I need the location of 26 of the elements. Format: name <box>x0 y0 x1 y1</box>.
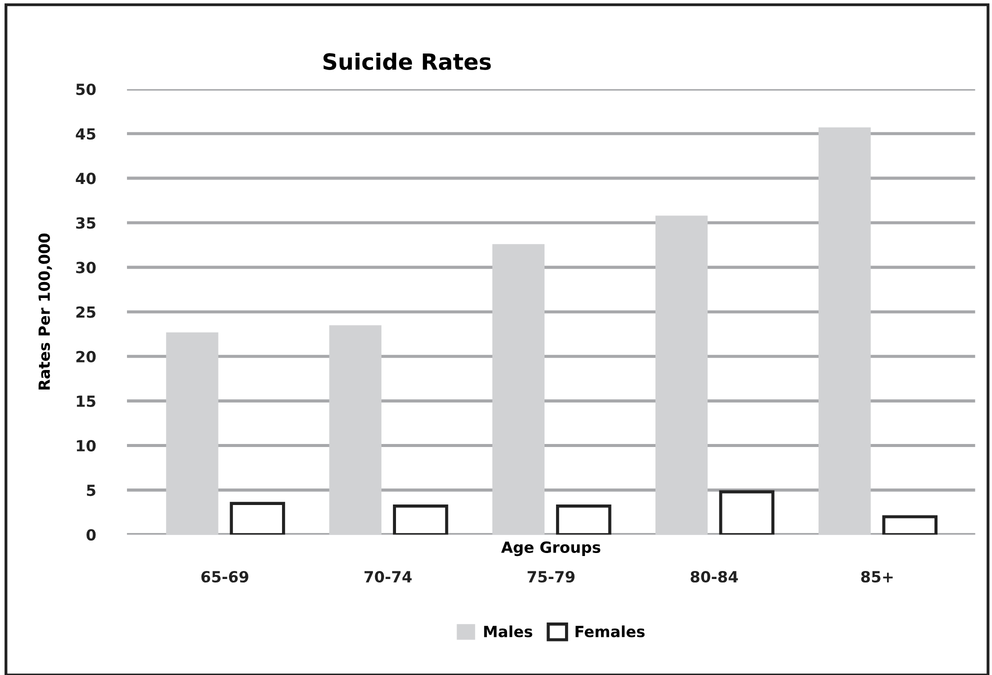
y-axis-title: Rates Per 100,000 <box>38 234 52 390</box>
y-tick-label: 50 <box>76 84 96 96</box>
x-tick-label: 70-74 <box>364 570 412 583</box>
chart-title: Suicide Rates <box>323 52 491 70</box>
y-tick-label: 25 <box>76 306 96 318</box>
y-tick-label: 30 <box>76 262 96 274</box>
bar <box>818 127 871 535</box>
bar <box>166 332 218 535</box>
bar <box>329 325 382 535</box>
y-tick-label: 5 <box>86 484 96 496</box>
x-tick-label: 80-84 <box>690 570 738 583</box>
x-axis-title: Age Groups <box>501 541 600 556</box>
bar <box>655 216 708 535</box>
x-tick-label: 75-79 <box>528 570 575 583</box>
y-tick-label: 35 <box>76 217 96 229</box>
y-tick-label: 15 <box>76 396 96 407</box>
y-tick-label: 10 <box>76 440 96 452</box>
bar <box>492 244 545 535</box>
y-tick-label: 20 <box>76 350 96 362</box>
legend-label: Males <box>484 625 532 638</box>
y-tick-label: 40 <box>76 172 96 184</box>
x-tick-label: 85+ <box>861 570 893 583</box>
y-tick-label: 0 <box>86 529 96 541</box>
legend-label: Females <box>576 625 645 638</box>
x-tick-label: 65-69 <box>201 570 248 583</box>
y-tick-label: 45 <box>76 128 96 140</box>
